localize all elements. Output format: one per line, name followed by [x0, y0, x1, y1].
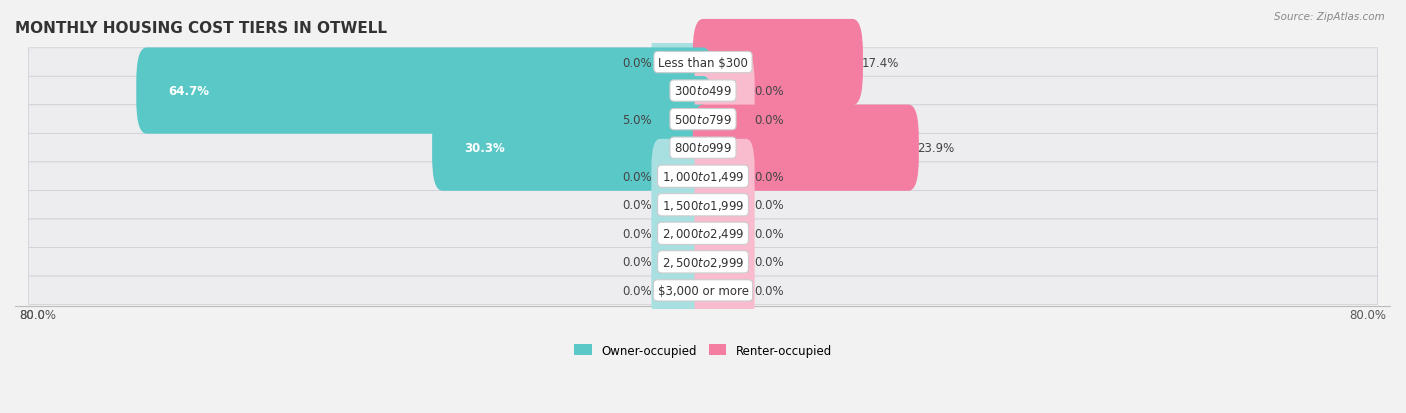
Text: 80.0: 80.0: [20, 308, 45, 321]
FancyBboxPatch shape: [28, 77, 1378, 106]
FancyBboxPatch shape: [28, 106, 1378, 134]
Text: $1,000 to $1,499: $1,000 to $1,499: [662, 170, 744, 184]
Text: 0.0%: 0.0%: [621, 199, 651, 212]
Text: Source: ZipAtlas.com: Source: ZipAtlas.com: [1274, 12, 1385, 22]
FancyBboxPatch shape: [28, 248, 1378, 276]
Text: $800 to $999: $800 to $999: [673, 142, 733, 155]
FancyBboxPatch shape: [693, 105, 920, 191]
FancyBboxPatch shape: [28, 219, 1378, 248]
Text: 0.0%: 0.0%: [755, 170, 785, 183]
Text: 23.9%: 23.9%: [917, 142, 955, 155]
Text: 0.0%: 0.0%: [755, 199, 785, 212]
FancyBboxPatch shape: [695, 140, 755, 214]
FancyBboxPatch shape: [651, 26, 711, 100]
Text: 0.0%: 0.0%: [621, 170, 651, 183]
FancyBboxPatch shape: [693, 20, 863, 106]
Text: $2,500 to $2,999: $2,500 to $2,999: [662, 255, 744, 269]
FancyBboxPatch shape: [650, 77, 713, 163]
FancyBboxPatch shape: [695, 197, 755, 271]
FancyBboxPatch shape: [651, 197, 711, 271]
Text: 5.0%: 5.0%: [621, 113, 651, 126]
Text: 80.0%: 80.0%: [1350, 308, 1386, 321]
FancyBboxPatch shape: [695, 54, 755, 129]
FancyBboxPatch shape: [432, 105, 713, 191]
FancyBboxPatch shape: [695, 253, 755, 328]
FancyBboxPatch shape: [651, 225, 711, 299]
Text: 0.0%: 0.0%: [755, 256, 785, 269]
FancyBboxPatch shape: [136, 48, 713, 134]
Text: 0.0%: 0.0%: [755, 227, 785, 240]
FancyBboxPatch shape: [28, 163, 1378, 191]
Text: $500 to $799: $500 to $799: [673, 113, 733, 126]
Text: 0.0%: 0.0%: [755, 85, 785, 98]
Text: Less than $300: Less than $300: [658, 57, 748, 69]
FancyBboxPatch shape: [28, 191, 1378, 219]
Text: 0.0%: 0.0%: [621, 256, 651, 269]
FancyBboxPatch shape: [695, 168, 755, 242]
Text: $2,000 to $2,499: $2,000 to $2,499: [662, 227, 744, 241]
Text: 80.0%: 80.0%: [20, 308, 56, 321]
Text: 0.0%: 0.0%: [621, 57, 651, 69]
FancyBboxPatch shape: [651, 253, 711, 328]
Legend: Owner-occupied, Renter-occupied: Owner-occupied, Renter-occupied: [569, 339, 837, 361]
Text: 0.0%: 0.0%: [621, 227, 651, 240]
FancyBboxPatch shape: [695, 83, 755, 157]
FancyBboxPatch shape: [651, 140, 711, 214]
Text: 0.0%: 0.0%: [755, 113, 785, 126]
Text: 0.0%: 0.0%: [755, 284, 785, 297]
FancyBboxPatch shape: [695, 225, 755, 299]
Text: 17.4%: 17.4%: [862, 57, 898, 69]
Text: MONTHLY HOUSING COST TIERS IN OTWELL: MONTHLY HOUSING COST TIERS IN OTWELL: [15, 21, 387, 36]
Text: 64.7%: 64.7%: [169, 85, 209, 98]
Text: $300 to $499: $300 to $499: [673, 85, 733, 98]
Text: $3,000 or more: $3,000 or more: [658, 284, 748, 297]
Text: $1,500 to $1,999: $1,500 to $1,999: [662, 198, 744, 212]
FancyBboxPatch shape: [28, 49, 1378, 77]
FancyBboxPatch shape: [651, 168, 711, 242]
FancyBboxPatch shape: [28, 134, 1378, 163]
FancyBboxPatch shape: [28, 276, 1378, 305]
Text: 0.0%: 0.0%: [621, 284, 651, 297]
Text: 30.3%: 30.3%: [464, 142, 505, 155]
